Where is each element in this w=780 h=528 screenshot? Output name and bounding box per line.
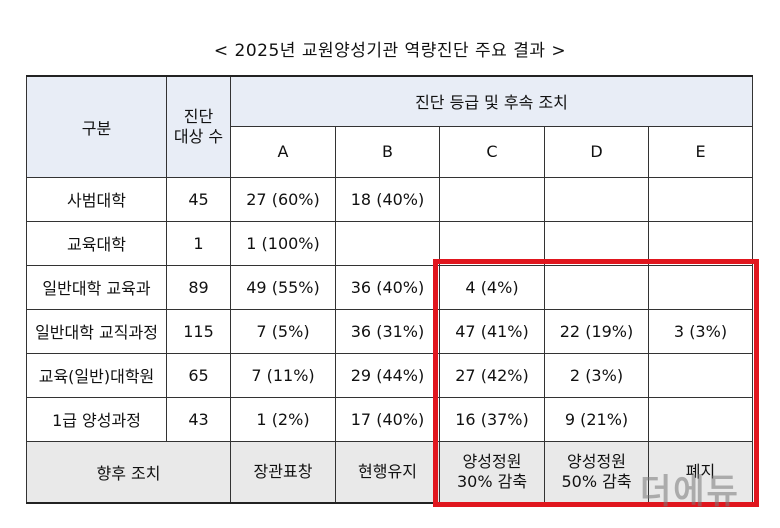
cell-c: 4 (4%) bbox=[439, 264, 545, 310]
cell-d: 22 (19%) bbox=[544, 308, 649, 354]
grade-header-a: A bbox=[230, 125, 336, 178]
row-name: 1급 양성과정 bbox=[26, 396, 167, 442]
footer-action-b: 현행유지 bbox=[335, 440, 440, 504]
cell-e: 3 (3%) bbox=[648, 308, 753, 354]
grade-header-b: B bbox=[335, 125, 440, 178]
footer-row: 향후 조치 장관표창 현행유지 양성정원 30% 감축 양성정원 50% 감축 … bbox=[26, 440, 753, 504]
header-count-line1: 진단 bbox=[183, 106, 214, 126]
cell-c: 16 (37%) bbox=[439, 396, 545, 442]
footer-action-c: 양성정원 30% 감축 bbox=[439, 440, 545, 504]
row-name: 교육대학 bbox=[26, 220, 167, 266]
cell-d: 2 (3%) bbox=[544, 352, 649, 398]
cell-a: 27 (60%) bbox=[230, 176, 336, 222]
cell-c: 47 (41%) bbox=[439, 308, 545, 354]
row-count: 45 bbox=[166, 176, 231, 222]
cell-d bbox=[544, 264, 649, 310]
cell-a: 7 (11%) bbox=[230, 352, 336, 398]
table-row: 일반대학 교직과정 115 7 (5%) 36 (31%) 47 (41%) 2… bbox=[26, 308, 753, 354]
cell-d bbox=[544, 220, 649, 266]
grade-header-e: E bbox=[648, 125, 753, 178]
header-count: 진단 대상 수 bbox=[166, 75, 231, 178]
row-count: 43 bbox=[166, 396, 231, 442]
table-row: 1급 양성과정 43 1 (2%) 17 (40%) 16 (37%) 9 (2… bbox=[26, 396, 753, 442]
cell-b: 29 (44%) bbox=[335, 352, 440, 398]
action-line1: 양성정원 bbox=[567, 451, 626, 471]
cell-c: 27 (42%) bbox=[439, 352, 545, 398]
cell-b: 36 (31%) bbox=[335, 308, 440, 354]
cell-a: 1 (2%) bbox=[230, 396, 336, 442]
cell-a: 49 (55%) bbox=[230, 264, 336, 310]
table-row: 사범대학 45 27 (60%) 18 (40%) bbox=[26, 176, 753, 222]
cell-e bbox=[648, 352, 753, 398]
footer-action-a: 장관표창 bbox=[230, 440, 336, 504]
cell-e bbox=[648, 264, 753, 310]
row-count: 1 bbox=[166, 220, 231, 266]
cell-b bbox=[335, 220, 440, 266]
watermark-logo: 더에듀 bbox=[640, 472, 740, 512]
cell-e bbox=[648, 396, 753, 442]
cell-d: 9 (21%) bbox=[544, 396, 649, 442]
cell-a: 1 (100%) bbox=[230, 220, 336, 266]
grade-header-d: D bbox=[544, 125, 649, 178]
action-line2: 30% 감축 bbox=[456, 471, 528, 491]
action-line1: 장관표창 bbox=[253, 461, 313, 481]
footer-action-e: 폐지 bbox=[648, 440, 753, 504]
grade-header-c: C bbox=[439, 125, 545, 178]
table-row: 일반대학 교육과 89 49 (55%) 36 (40%) 4 (4%) bbox=[26, 264, 753, 310]
action-line1: 양성정원 bbox=[462, 451, 522, 471]
action-line2: 50% 감축 bbox=[561, 471, 632, 491]
row-name: 사범대학 bbox=[26, 176, 167, 222]
cell-d bbox=[544, 176, 649, 222]
action-line1: 현행유지 bbox=[358, 461, 417, 481]
cell-b: 36 (40%) bbox=[335, 264, 440, 310]
header-category: 구분 bbox=[26, 75, 167, 178]
row-name: 일반대학 교육과 bbox=[26, 264, 167, 310]
row-count: 65 bbox=[166, 352, 231, 398]
row-name: 교육(일반)대학원 bbox=[26, 352, 167, 398]
cell-c bbox=[439, 176, 545, 222]
results-table: 구분 진단 대상 수 진단 등급 및 후속 조치 A B C D E 사범대학 … bbox=[26, 75, 753, 504]
cell-e bbox=[648, 220, 753, 266]
table-row: 교육대학 1 1 (100%) bbox=[26, 220, 753, 266]
header-grade-group: 진단 등급 및 후속 조치 bbox=[230, 75, 753, 127]
cell-b: 17 (40%) bbox=[335, 396, 440, 442]
footer-action-d: 양성정원 50% 감축 bbox=[544, 440, 649, 504]
header-count-line2: 대상 수 bbox=[173, 126, 224, 146]
cell-e bbox=[648, 176, 753, 222]
action-line1: 폐지 bbox=[685, 461, 716, 481]
cell-b: 18 (40%) bbox=[335, 176, 440, 222]
cell-a: 7 (5%) bbox=[230, 308, 336, 354]
page-title: < 2025년 교원양성기관 역량진단 주요 결과 > bbox=[213, 41, 567, 61]
row-count: 89 bbox=[166, 264, 231, 310]
row-name: 일반대학 교직과정 bbox=[26, 308, 167, 354]
table-row: 교육(일반)대학원 65 7 (11%) 29 (44%) 27 (42%) 2… bbox=[26, 352, 753, 398]
footer-label: 향후 조치 bbox=[26, 440, 231, 504]
row-count: 115 bbox=[166, 308, 231, 354]
cell-c bbox=[439, 220, 545, 266]
